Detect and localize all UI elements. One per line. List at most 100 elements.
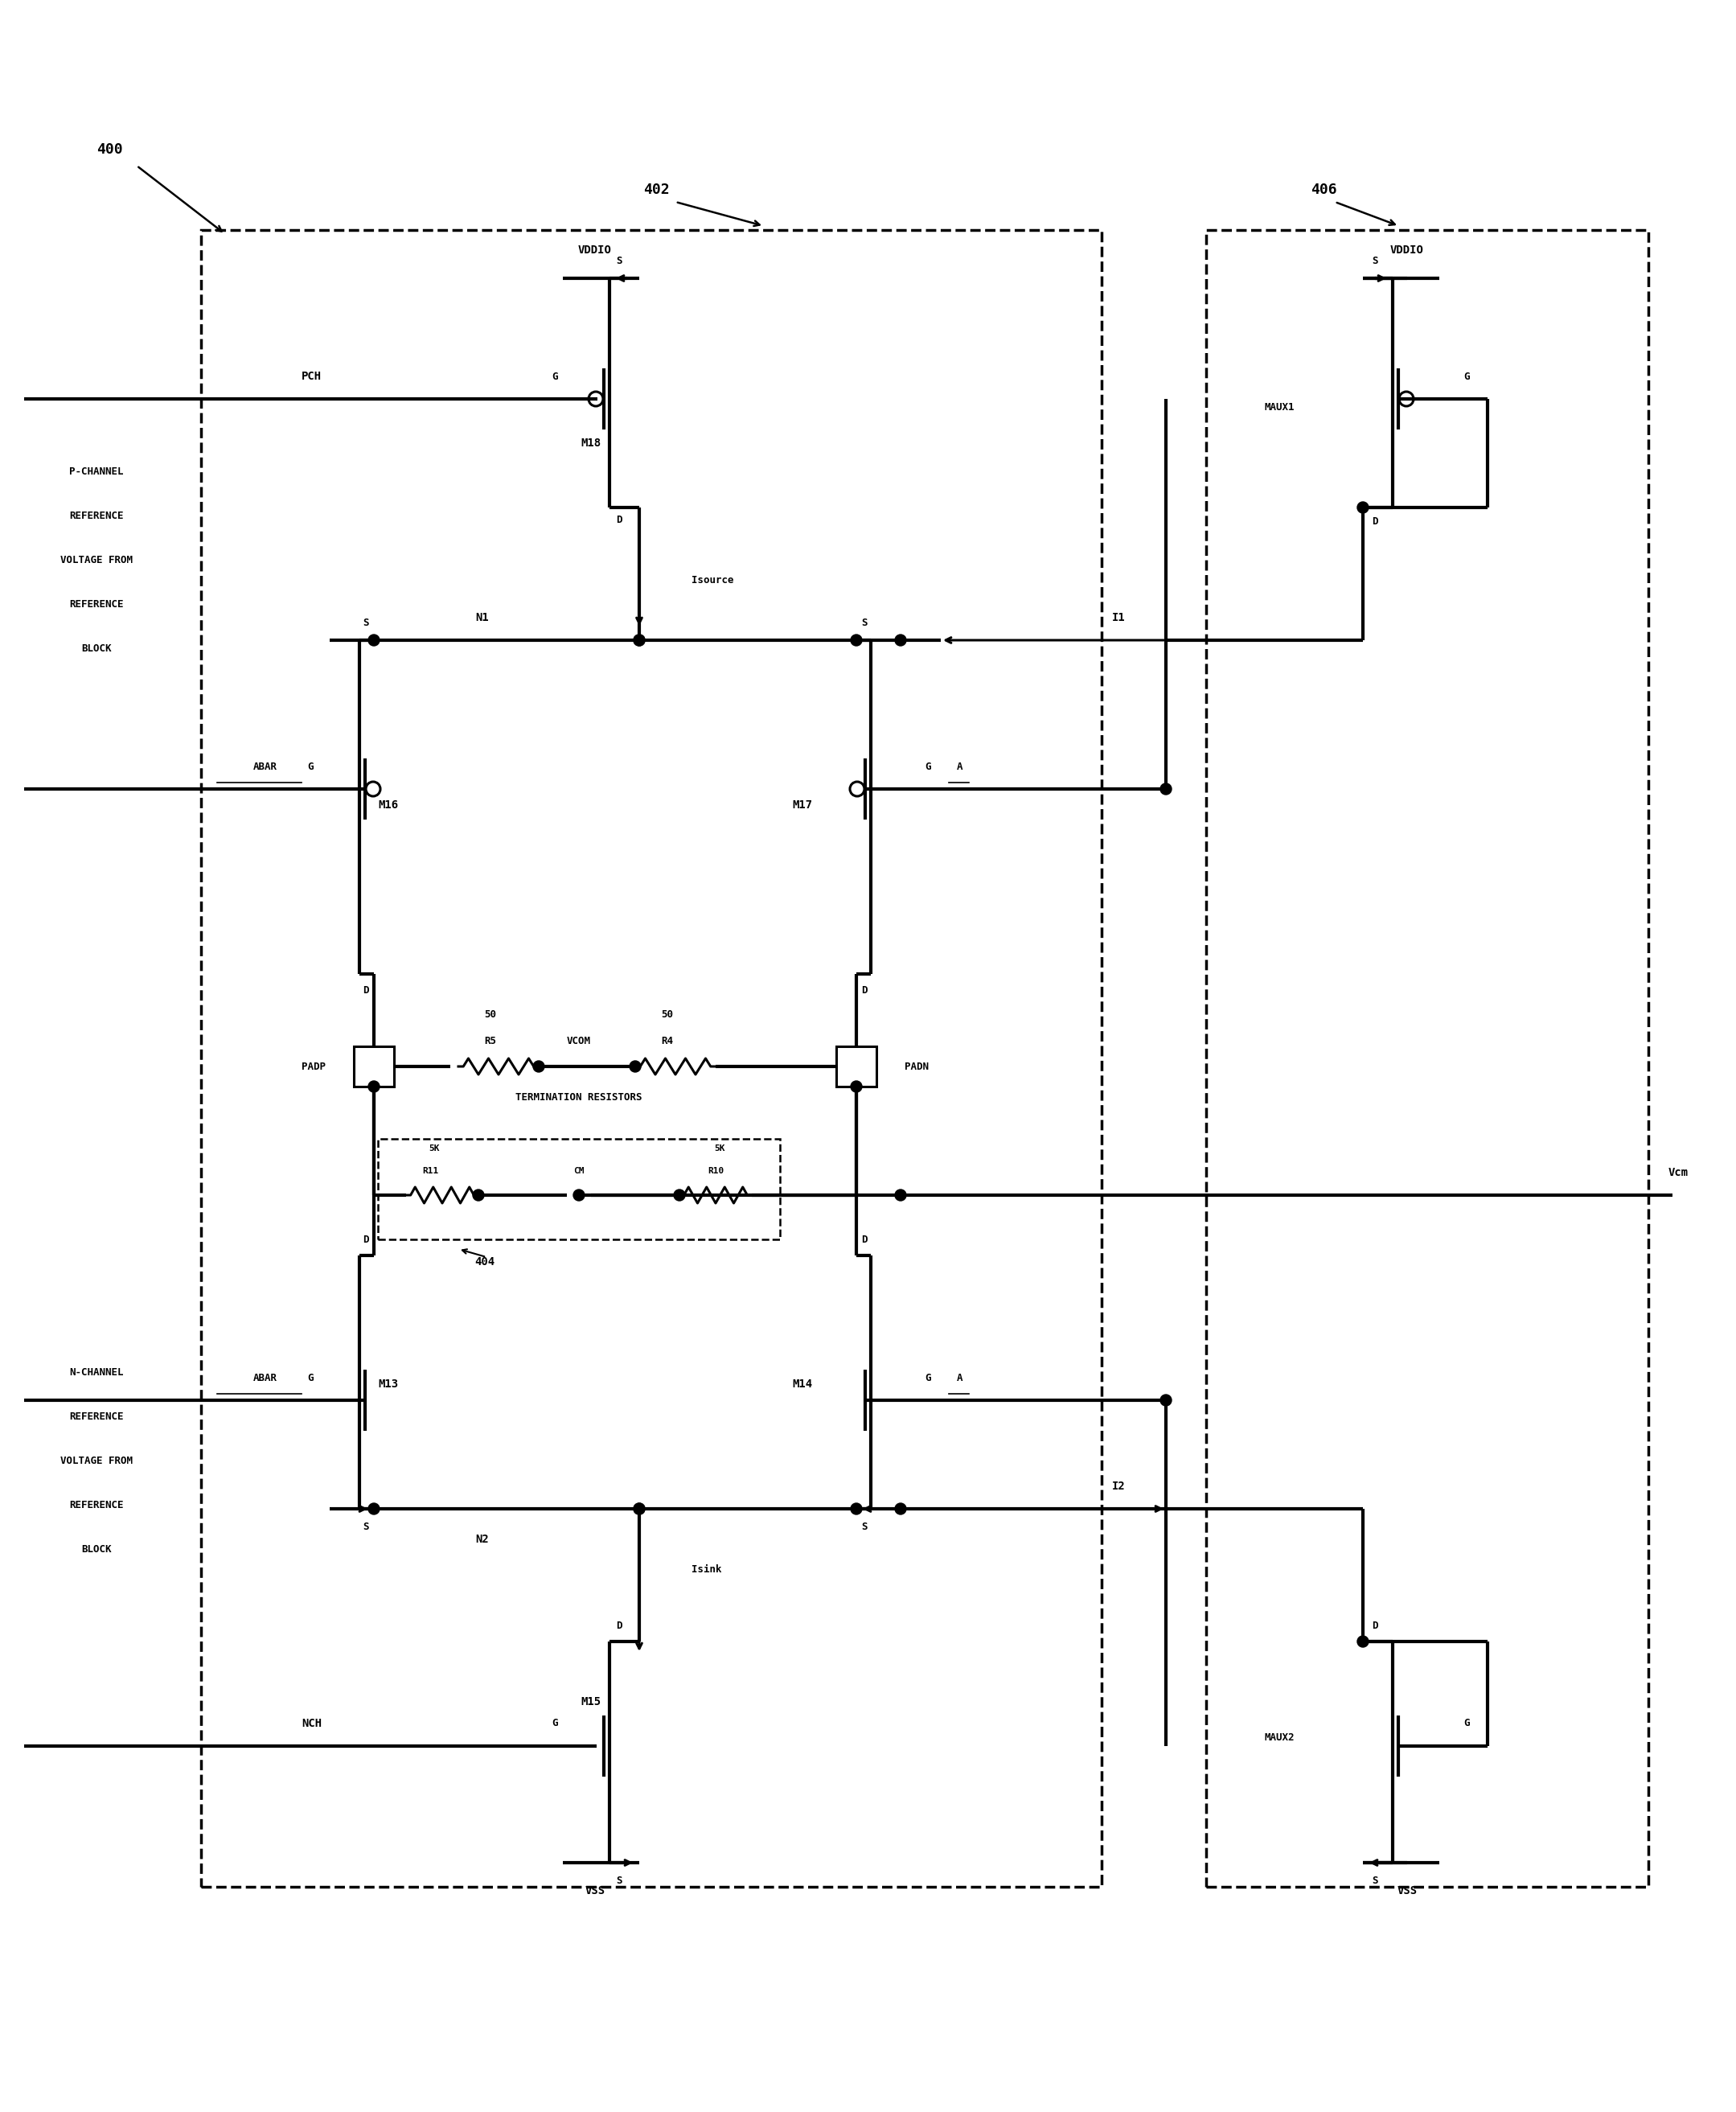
Text: N-CHANNEL: N-CHANNEL (69, 1366, 123, 1377)
Circle shape (674, 1189, 686, 1202)
Circle shape (896, 634, 906, 646)
Text: 404: 404 (474, 1257, 495, 1267)
Text: G: G (925, 760, 930, 771)
Circle shape (851, 1081, 863, 1092)
Text: G: G (307, 1373, 314, 1383)
Text: VSS: VSS (585, 1886, 606, 1897)
Bar (378, 1138, 779, 1240)
Text: 5K: 5K (429, 1145, 439, 1153)
Text: 5K: 5K (713, 1145, 726, 1153)
Text: D: D (861, 984, 868, 995)
Text: ABAR: ABAR (253, 760, 278, 771)
Circle shape (472, 1189, 484, 1202)
Text: BLOCK: BLOCK (82, 1544, 111, 1554)
Circle shape (896, 1504, 906, 1514)
Text: VSS: VSS (1397, 1886, 1417, 1897)
Text: 402: 402 (644, 182, 670, 196)
Circle shape (368, 634, 380, 646)
Text: M18: M18 (582, 437, 601, 448)
Text: PADP: PADP (302, 1060, 326, 1071)
Circle shape (851, 634, 863, 646)
Text: D: D (616, 1620, 621, 1630)
Circle shape (368, 1504, 380, 1514)
Text: S: S (363, 617, 368, 627)
Text: 50: 50 (484, 1010, 496, 1020)
Text: Isink: Isink (691, 1563, 722, 1573)
Text: D: D (363, 984, 368, 995)
Circle shape (1160, 1394, 1172, 1407)
Circle shape (1160, 784, 1172, 794)
Text: R4: R4 (661, 1035, 674, 1045)
Text: D: D (1371, 1620, 1378, 1630)
Text: G: G (1463, 1719, 1469, 1730)
Text: VOLTAGE FROM: VOLTAGE FROM (61, 555, 132, 566)
Circle shape (634, 634, 644, 646)
Text: ABAR: ABAR (253, 1373, 278, 1383)
Text: 406: 406 (1311, 182, 1337, 196)
Text: R10: R10 (708, 1168, 724, 1174)
Text: M14: M14 (792, 1379, 812, 1390)
Text: M17: M17 (792, 800, 812, 811)
Text: D: D (363, 1233, 368, 1244)
Text: S: S (1371, 1875, 1378, 1886)
Text: S: S (616, 256, 621, 266)
Text: S: S (1371, 256, 1378, 266)
Text: D: D (1371, 515, 1378, 526)
Text: REFERENCE: REFERENCE (69, 1411, 123, 1421)
Text: CM: CM (573, 1168, 585, 1174)
Text: M13: M13 (378, 1379, 398, 1390)
Text: P-CHANNEL: P-CHANNEL (69, 467, 123, 477)
Bar (1207, 230, 1649, 1886)
Circle shape (634, 1504, 644, 1514)
Text: REFERENCE: REFERENCE (69, 1500, 123, 1510)
Text: 50: 50 (661, 1010, 674, 1020)
Circle shape (630, 1060, 641, 1073)
Bar (201, 230, 1102, 1886)
Circle shape (368, 1081, 380, 1092)
Text: D: D (616, 515, 621, 524)
Text: G: G (552, 1719, 557, 1730)
Text: BLOCK: BLOCK (82, 642, 111, 653)
Text: G: G (1463, 372, 1469, 382)
Text: REFERENCE: REFERENCE (69, 600, 123, 608)
Text: M16: M16 (378, 800, 398, 811)
Circle shape (896, 1189, 906, 1202)
Text: Isource: Isource (691, 574, 734, 585)
Circle shape (533, 1060, 545, 1073)
Text: VDDIO: VDDIO (578, 245, 611, 256)
Text: S: S (861, 617, 868, 627)
Text: M15: M15 (582, 1696, 601, 1706)
Text: R11: R11 (422, 1168, 437, 1174)
Text: D: D (861, 1233, 868, 1244)
Text: VCOM: VCOM (568, 1035, 590, 1045)
Bar (837, 1045, 877, 1086)
Text: A: A (957, 1373, 963, 1383)
Text: MAUX1: MAUX1 (1264, 401, 1295, 412)
Text: S: S (616, 1875, 621, 1886)
Text: MAUX2: MAUX2 (1264, 1732, 1295, 1742)
Text: R5: R5 (484, 1035, 496, 1045)
Text: Vcm: Vcm (1668, 1168, 1689, 1178)
Circle shape (1358, 503, 1368, 513)
Text: G: G (552, 372, 557, 382)
Circle shape (851, 1504, 863, 1514)
Circle shape (634, 634, 644, 646)
Text: PADN: PADN (904, 1060, 929, 1071)
Circle shape (1358, 1637, 1368, 1647)
Text: TERMINATION RESISTORS: TERMINATION RESISTORS (516, 1092, 642, 1102)
Text: G: G (307, 760, 314, 771)
Text: I1: I1 (1113, 612, 1125, 623)
Text: VOLTAGE FROM: VOLTAGE FROM (61, 1455, 132, 1466)
Text: N2: N2 (476, 1533, 490, 1546)
Text: N1: N1 (476, 612, 490, 623)
Circle shape (573, 1189, 585, 1202)
Text: S: S (363, 1521, 368, 1531)
Text: A: A (957, 760, 963, 771)
Text: I2: I2 (1113, 1481, 1125, 1491)
Text: REFERENCE: REFERENCE (69, 511, 123, 522)
Text: 400: 400 (97, 142, 123, 156)
Circle shape (634, 1504, 644, 1514)
Text: S: S (861, 1521, 868, 1531)
Text: G: G (925, 1373, 930, 1383)
Text: VDDIO: VDDIO (1391, 245, 1424, 256)
